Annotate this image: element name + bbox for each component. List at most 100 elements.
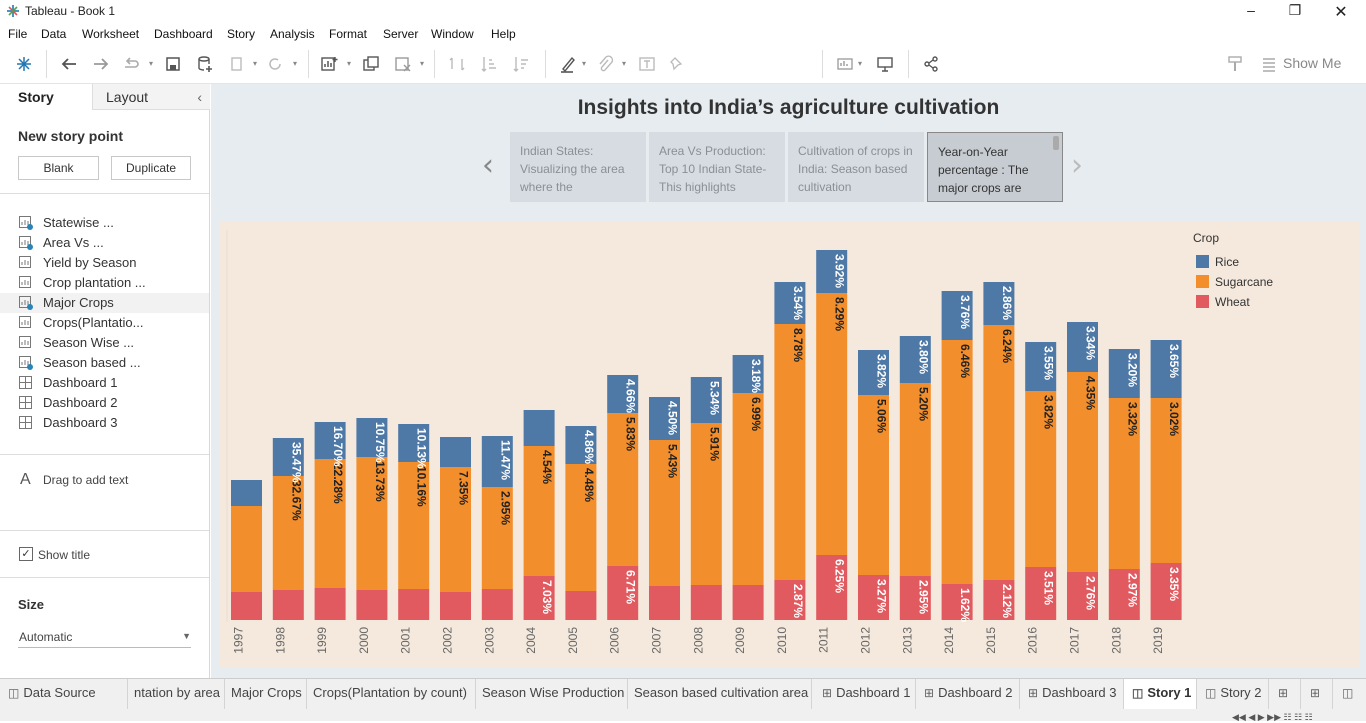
bar-segment-wheat [816, 555, 848, 620]
previous-point-arrow-icon[interactable]: ‹ [482, 148, 494, 183]
new-dashboard-tab-button[interactable]: ⊞ [1301, 679, 1333, 709]
bar-segment-rice [1025, 342, 1057, 391]
menu-data[interactable]: Data [41, 27, 67, 41]
sheet-item[interactable]: Statewise ... [0, 213, 209, 233]
menu-server[interactable]: Server [383, 27, 419, 41]
size-select[interactable]: Automatic ▼ [18, 626, 191, 648]
new-worksheet-icon[interactable] [318, 53, 340, 75]
sheet-item[interactable]: Season based ... [0, 353, 209, 373]
save-icon[interactable] [162, 53, 184, 75]
blank-button[interactable]: Blank [18, 156, 99, 180]
data-label: 3.82% [875, 354, 889, 388]
menu-worksheet[interactable]: Worksheet [82, 27, 140, 41]
sheet-item[interactable]: Season Wise ... [0, 333, 209, 353]
minimize-button[interactable]: – [1247, 2, 1255, 18]
sheet-item[interactable]: Dashboard 3 [0, 413, 209, 433]
bar-segment-sugarcane [1067, 372, 1098, 572]
bar-segment-rice [858, 350, 889, 395]
sort-ascending-icon[interactable] [478, 53, 500, 75]
tab-dashboard[interactable]: ⊞ Dashboard 1 [812, 679, 916, 709]
sheet-item[interactable]: Area Vs ... [0, 233, 209, 253]
restore-button[interactable]: ❐ [1288, 2, 1302, 18]
tab-layout[interactable]: Layout ‹ [92, 84, 210, 110]
data-label: 10.75% [373, 422, 387, 463]
menu-format[interactable]: Format [329, 27, 368, 41]
clear-sheet-icon[interactable] [392, 53, 414, 75]
story-point-3[interactable]: Cultivation of crops in India: Season ba… [788, 132, 924, 202]
sheet-item-selected[interactable]: Major Crops [0, 293, 209, 313]
sheet-item[interactable]: Dashboard 1 [0, 373, 209, 393]
story-point-scrollbar[interactable] [1053, 136, 1059, 150]
story-point-2[interactable]: Area Vs Production: Top 10 Indian State-… [649, 132, 785, 202]
tab-dashboard[interactable]: ⊞ Dashboard 3 [1020, 679, 1124, 709]
tab-dashboard[interactable]: ⊞ Dashboard 2 [916, 679, 1020, 709]
tab-pager-controls[interactable]: ◀◀ ◀ ▶ ▶▶ ☷ ☷ ☷ [1232, 712, 1313, 722]
tab-story[interactable]: ◫ Story 2 [1197, 679, 1269, 709]
show-cards-icon[interactable] [834, 53, 856, 75]
data-label: 4.50% [666, 401, 680, 435]
menu-file[interactable]: File [8, 27, 28, 41]
collapse-panel-icon[interactable]: ‹ [197, 89, 202, 105]
refresh-icon[interactable] [264, 53, 286, 75]
show-me-icon[interactable] [1258, 53, 1280, 75]
bar-segment-sugarcane [356, 457, 388, 590]
bar-segment-rice [1108, 349, 1140, 398]
sort-descending-icon[interactable] [510, 53, 532, 75]
sheet-item[interactable]: Dashboard 2 [0, 393, 209, 413]
undo-icon[interactable] [58, 53, 80, 75]
menu-dashboard[interactable]: Dashboard [154, 27, 213, 41]
tab-story[interactable]: Story [18, 89, 54, 105]
tab-label: Dashboard 2 [938, 685, 1013, 700]
replay-icon[interactable] [120, 53, 142, 75]
share-icon[interactable] [920, 53, 942, 75]
tab-sheet[interactable]: Crops(Plantation by count) [307, 679, 476, 709]
pin-icon[interactable] [666, 53, 688, 75]
tab-sheet[interactable]: ntation by area [128, 679, 225, 709]
drag-to-add-text[interactable]: Drag to add text [43, 473, 129, 487]
format-painter-icon[interactable] [1224, 53, 1246, 75]
data-label: 2.95% [498, 491, 512, 525]
legend-swatch [1196, 275, 1209, 288]
swap-icon[interactable] [446, 53, 468, 75]
bar-segment-rice [481, 436, 513, 487]
redo-icon[interactable] [90, 53, 112, 75]
data-label: 6.99% [749, 397, 763, 431]
menu-story[interactable]: Story [227, 27, 256, 41]
story-point-4-active[interactable]: Year-on-Year percentage : The major crop… [927, 132, 1063, 202]
tab-story-active[interactable]: ◫ Story 1 [1124, 679, 1197, 709]
show-me-button[interactable]: Show Me [1283, 55, 1342, 71]
bar-segment-wheat [272, 590, 304, 620]
bar-segment-sugarcane [1150, 398, 1182, 563]
new-story-point-heading: New story point [18, 128, 124, 144]
duplicate-button[interactable]: Duplicate [111, 156, 191, 180]
sheet-item[interactable]: Crops(Plantatio... [0, 313, 209, 333]
next-point-arrow-icon[interactable]: › [1071, 148, 1083, 183]
bar-segment-wheat [1067, 572, 1098, 620]
duplicate-sheet-icon[interactable] [360, 53, 382, 75]
group-icon[interactable] [594, 53, 616, 75]
presentation-mode-icon[interactable] [874, 53, 896, 75]
legend-swatch [1196, 295, 1209, 308]
sheet-item[interactable]: Yield by Season [0, 253, 209, 273]
story-point-1[interactable]: Indian States: Visualizing the area wher… [510, 132, 646, 202]
data-label: 4.54% [540, 450, 554, 484]
new-datasource-icon[interactable] [194, 53, 216, 75]
new-worksheet-tab-button[interactable]: ⊞ [1269, 679, 1301, 709]
labels-icon[interactable] [636, 53, 658, 75]
new-story-tab-button[interactable]: ◫ [1333, 679, 1366, 709]
pause-updates-icon[interactable] [226, 53, 248, 75]
tab-sheet[interactable]: Season based cultivation area [628, 679, 812, 709]
menu-help[interactable]: Help [491, 27, 516, 41]
close-button[interactable]: ✕ [1334, 4, 1348, 21]
tableau-home-icon[interactable] [13, 53, 35, 75]
show-title-checkbox[interactable]: ✓ [19, 547, 33, 561]
legend-swatch [1196, 255, 1209, 268]
menu-analysis[interactable]: Analysis [270, 27, 315, 41]
tab-sheet[interactable]: Season Wise Production [476, 679, 628, 709]
tab-data-source[interactable]: ◫ Data Source [0, 679, 128, 709]
x-tick-label: 2005 [566, 627, 580, 654]
menu-window[interactable]: Window [431, 27, 474, 41]
highlight-icon[interactable] [557, 53, 579, 75]
sheet-item[interactable]: Crop plantation ... [0, 273, 209, 293]
tab-sheet[interactable]: Major Crops [225, 679, 307, 709]
